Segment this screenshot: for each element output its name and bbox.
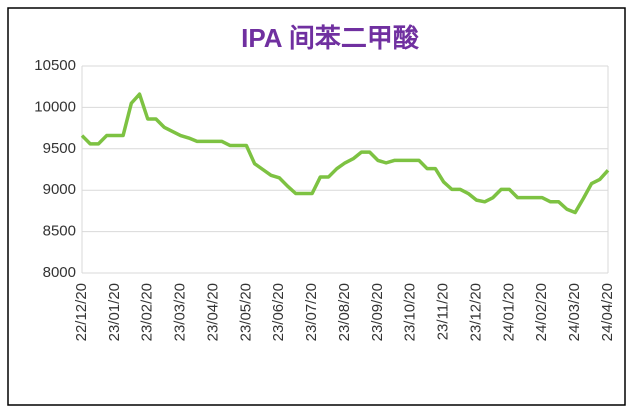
x-tick-label: 23/03/20 (172, 283, 189, 341)
x-tick-label: 23/11/20 (435, 283, 452, 340)
x-tick-label: 23/06/20 (270, 283, 287, 341)
chart-border (7, 7, 626, 406)
x-tick-label: 24/04/20 (599, 283, 616, 341)
y-tick-label: 10500 (34, 57, 76, 74)
x-tick-label: 22/12/20 (73, 283, 90, 341)
x-tick-label: 23/10/20 (402, 283, 419, 341)
x-tick-label: 23/07/20 (303, 283, 320, 341)
x-tick-label: 23/05/20 (237, 283, 254, 341)
x-tick-label: 23/02/20 (139, 283, 156, 341)
x-tick-label: 23/09/20 (369, 283, 386, 341)
data-line (80, 92, 610, 215)
y-tick-label: 8000 (43, 264, 76, 281)
y-tick-label: 8500 (43, 223, 76, 240)
y-tick-label: 9000 (43, 181, 76, 198)
y-tick-label: 10000 (34, 98, 76, 115)
x-tick-label: 24/03/20 (566, 283, 583, 341)
x-tick-label: 24/02/20 (533, 283, 550, 341)
x-tick-label: 23/01/20 (106, 283, 123, 341)
chart-title: IPA 间苯二甲酸 (241, 23, 420, 53)
x-tick-label: 23/08/20 (336, 283, 353, 341)
x-tick-label: 23/12/20 (467, 283, 484, 341)
y-tick-label: 9500 (43, 140, 76, 157)
x-tick-label: 23/04/20 (204, 283, 221, 341)
x-tick-label: 24/01/20 (500, 283, 517, 341)
